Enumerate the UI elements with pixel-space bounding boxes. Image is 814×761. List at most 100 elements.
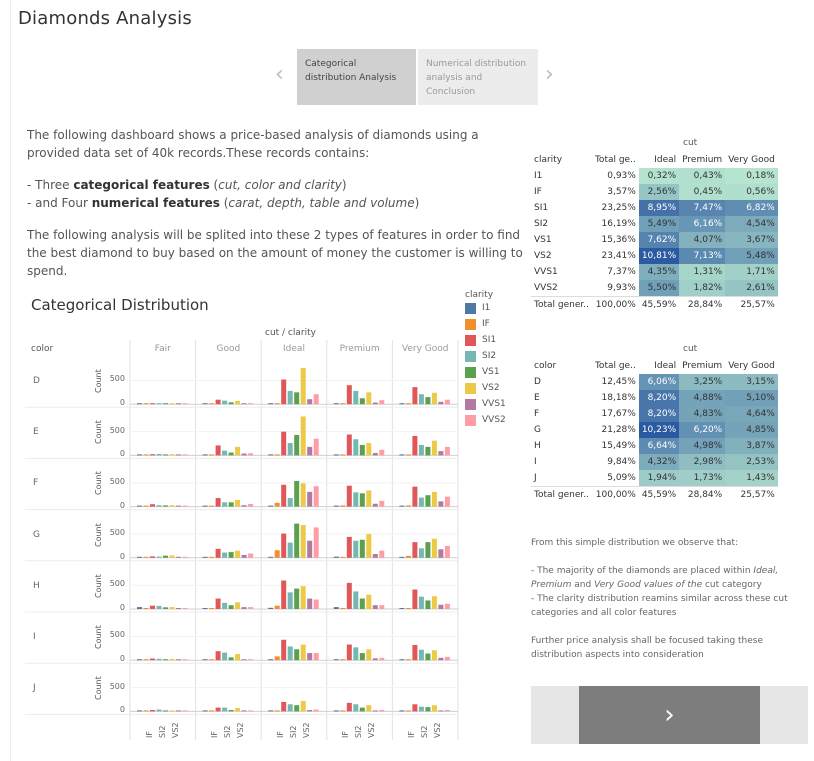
row-label-E: E	[33, 427, 39, 438]
bar-H-premium-si2	[353, 591, 359, 609]
bar-G-premium-if	[340, 556, 346, 558]
table-cell: 1,43%	[725, 470, 778, 487]
table-row: E 18,18% 8,20% 4,88% 5,10%	[531, 390, 778, 406]
bar-I-fair-vvs1	[176, 659, 181, 661]
bar-H-ideal-vs1	[294, 588, 300, 609]
bar-D-good-si1	[215, 399, 221, 405]
table-cell: 1,31%	[679, 264, 726, 280]
table-row: IF 3,57% 2,56% 0,45% 0,56%	[531, 184, 778, 200]
chevron-right-icon[interactable]: ›	[545, 62, 554, 87]
table-cell: 7,13%	[679, 248, 726, 264]
bar-F-very-good-i1	[399, 505, 405, 507]
bar-G-fair-vvs2	[182, 556, 188, 558]
bar-H-ideal-i1	[268, 607, 274, 609]
table-total-row: Total gener.. 100,00% 45,59% 28,84% 25,57%	[531, 486, 778, 503]
table-cell: 2,61%	[725, 280, 778, 297]
bar-E-premium-if	[340, 454, 346, 456]
bar-G-fair-si1	[150, 556, 155, 558]
legend-label: SI1	[482, 335, 497, 345]
bar-F-very-good-vs2	[431, 491, 437, 507]
row-label-G: G	[33, 529, 40, 540]
legend-item-vvs2[interactable]: VVS2	[465, 412, 506, 428]
y-tick-label: 0	[119, 449, 125, 459]
y-tick-label: 0	[119, 705, 125, 715]
bar-I-good-si2	[222, 652, 228, 661]
bar-E-premium-vs2	[366, 443, 372, 456]
x-tick-label: SI2	[157, 725, 167, 738]
legend-item-vs1[interactable]: VS1	[465, 364, 506, 380]
legend-title: clarity	[465, 290, 494, 300]
bar-I-very-good-vvs1	[438, 657, 444, 661]
bar-E-good-si1	[215, 445, 221, 456]
story-point-categorical[interactable]: Categorical distribution Analysis	[297, 49, 416, 105]
bar-F-very-good-si1	[412, 486, 418, 507]
bar-J-very-good-vs2	[431, 705, 437, 712]
story-point-numerical[interactable]: Numerical distribution analysis and Conc…	[418, 49, 538, 105]
bar-I-ideal-i1	[268, 659, 274, 661]
legend-item-vvs1[interactable]: VVS1	[465, 396, 506, 412]
bar-F-good-vs1	[228, 502, 234, 507]
bar-F-fair-i1	[137, 505, 142, 507]
bar-J-fair-i1	[137, 710, 142, 712]
bar-D-very-good-i1	[399, 403, 405, 405]
table-row: VVS2 9,93% 5,50% 1,82% 2,61%	[531, 280, 778, 297]
bar-H-good-i1	[202, 608, 208, 609]
legend-item-si2[interactable]: SI2	[465, 348, 506, 364]
clarity-legend: clarity I1 IF SI1 SI2 VS1 VS2 VVS1 VVS2	[465, 290, 506, 428]
legend-swatch	[465, 398, 476, 410]
bar-G-fair-vs2	[169, 555, 175, 558]
bar-I-ideal-si2	[287, 646, 293, 661]
legend-swatch	[465, 366, 476, 378]
y-axis-label: Count	[94, 522, 103, 547]
table-cell: 45,59%	[638, 296, 680, 313]
bar-D-very-good-vs1	[425, 397, 431, 405]
table-row: VS2 23,41% 10,81% 7,13% 5,48%	[531, 248, 778, 264]
legend-label: VVS1	[482, 399, 506, 409]
row-label: D	[534, 377, 541, 387]
table-cell: 28,84%	[679, 296, 726, 313]
table-cell: 9,93%	[607, 283, 636, 293]
table-cell: 0,32%	[638, 168, 680, 184]
bar-G-very-good-i1	[399, 556, 405, 558]
bar-E-good-vs1	[228, 452, 234, 456]
legend-item-if[interactable]: IF	[465, 316, 506, 332]
bar-I-very-good-if	[405, 659, 411, 661]
chevron-left-icon[interactable]: ‹	[275, 62, 284, 87]
bar-F-premium-vs1	[359, 493, 365, 507]
bar-D-premium-i1	[333, 403, 339, 405]
legend-item-si1[interactable]: SI1	[465, 332, 506, 348]
bar-E-very-good-if	[405, 454, 411, 456]
bar-F-good-if	[209, 505, 215, 507]
bar-D-good-vvs1	[241, 403, 247, 405]
bar-F-fair-if	[143, 505, 149, 507]
bar-E-good-si2	[222, 450, 228, 456]
legend-label: VVS2	[482, 415, 506, 425]
column-header: Ideal	[654, 361, 677, 371]
legend-swatch	[465, 350, 476, 362]
bar-D-fair-if	[143, 403, 149, 405]
y-axis-label: Count	[94, 369, 103, 393]
bar-E-premium-vvs1	[372, 453, 378, 456]
chevron-right-icon: ›	[664, 700, 675, 730]
column-header: Very Good	[728, 155, 775, 165]
table-total-row: Total gener.. 100,00% 45,59% 28,84% 25,57%	[531, 296, 778, 313]
bar-D-fair-vvs2	[182, 403, 188, 405]
bar-D-good-if	[209, 403, 215, 405]
legend-item-i1[interactable]: I1	[465, 300, 506, 316]
bar-E-good-if	[209, 454, 215, 456]
legend-item-vs2[interactable]: VS2	[465, 380, 506, 396]
column-header: Total ge..	[594, 155, 636, 165]
table-cell: 18,18%	[601, 393, 636, 403]
bar-G-ideal-si2	[287, 542, 293, 558]
row-label: J	[534, 473, 537, 483]
bar-F-very-good-vvs1	[438, 501, 444, 507]
bar-J-very-good-vvs1	[438, 710, 444, 712]
bar-F-premium-vvs1	[372, 503, 378, 507]
row-header: color	[534, 361, 557, 371]
bar-E-very-good-vs1	[425, 446, 431, 456]
bar-H-very-good-if	[405, 608, 411, 609]
bar-H-fair-vvs1	[176, 608, 181, 609]
next-page-button[interactable]: ›	[579, 686, 760, 744]
bar-I-premium-si2	[353, 647, 359, 661]
